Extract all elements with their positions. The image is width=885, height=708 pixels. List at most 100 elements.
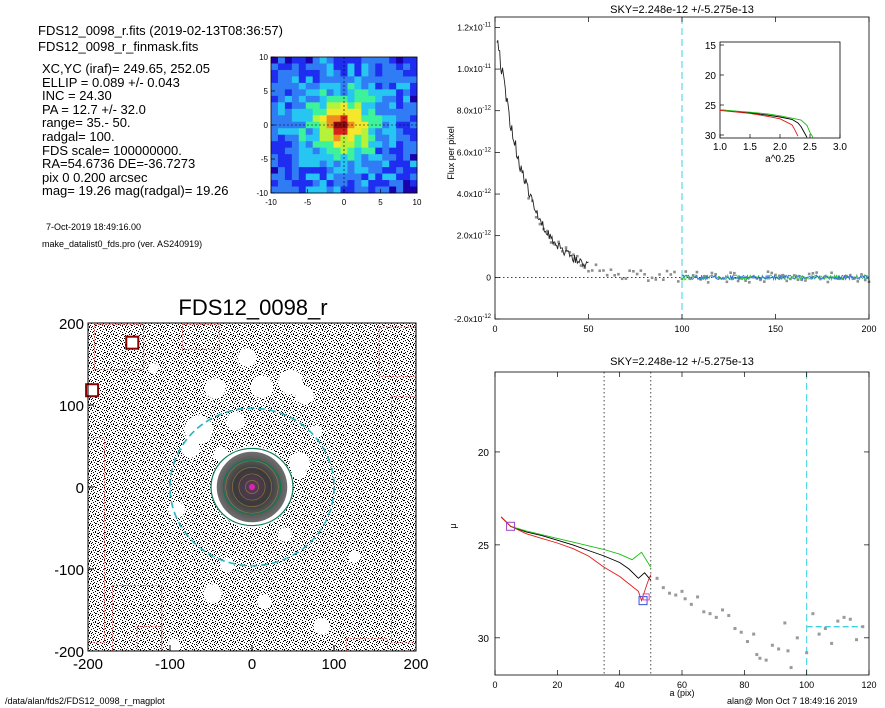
mu-data-point	[689, 602, 693, 606]
mu-data-point	[683, 597, 687, 601]
heatmap-cell	[368, 141, 376, 149]
heatmap-cell	[271, 63, 279, 71]
heatmap-cell	[326, 160, 334, 168]
heatmap-cell	[284, 95, 293, 103]
heatmap-cell	[403, 147, 411, 155]
heatmap-cell	[305, 95, 314, 103]
heatmap-cell	[389, 160, 397, 168]
heatmap-cell	[396, 57, 404, 64]
inset-x-tick-label: 2.0	[773, 142, 787, 153]
flux-data-point	[860, 273, 863, 276]
heatmap-cell	[333, 147, 341, 155]
heatmap-cell	[368, 57, 376, 64]
heatmap-cell	[271, 180, 279, 187]
heatmap-cell	[361, 89, 369, 97]
heatmap-cell	[319, 95, 328, 103]
mu-profile-panel: SKY=2.248e-12 +/-5.275e-13 a (pix) μ 0 20…	[448, 356, 877, 698]
heatmap-cell	[368, 102, 376, 110]
heatmap-cell	[396, 89, 404, 97]
heatmap-cell	[354, 57, 362, 64]
heatmap-cell	[382, 89, 390, 97]
heatmap-cell	[333, 69, 341, 77]
mu-data-point	[830, 641, 834, 645]
program-version: make_datalist0_fds.pro (ver. AS240919)	[42, 239, 203, 249]
heatmap-cell	[333, 154, 341, 162]
heatmap-cell	[319, 69, 328, 77]
param-center: XC,YC (iraf)= 249.65, 252.05	[42, 61, 211, 76]
mu-data-point	[696, 595, 700, 599]
heatmap-cell	[326, 186, 334, 194]
flux-data-point	[587, 269, 590, 273]
image-x-tick-label: 100	[321, 656, 346, 673]
heatmap-cell	[277, 180, 286, 187]
heatmap-cell	[284, 102, 293, 110]
mu-x-tick-label: 40	[615, 680, 625, 690]
heatmap-cell	[291, 180, 300, 187]
mu-data-point	[770, 643, 774, 647]
flux-data-point	[553, 243, 557, 246]
heatmap-cell	[277, 173, 286, 181]
heatmap-cell	[291, 102, 300, 110]
heatmap-cell	[347, 141, 355, 149]
heatmap-cell	[382, 134, 390, 142]
flux-data-point	[605, 273, 609, 277]
flux-x-tick-label: 100	[674, 324, 689, 334]
flux-data-point	[598, 269, 602, 273]
flux-data-point	[695, 270, 699, 274]
heatmap-cell	[389, 154, 397, 162]
mu-ylabel: μ	[448, 523, 458, 528]
heatmap-cell	[319, 160, 328, 168]
param-radgal: radgal= 100.	[42, 128, 115, 144]
heatmap-cell	[271, 102, 279, 110]
heatmap-cell	[305, 121, 314, 129]
file-title: FDS12_0098_r.fits (2019-02-13T08:36:57)	[38, 23, 283, 38]
flux-data-point	[561, 249, 564, 253]
heatmap-cell	[284, 108, 293, 116]
heatmap-cell	[333, 121, 341, 129]
heatmap-cell	[333, 95, 341, 103]
flux-y-tick-label: 1.0x10-11	[457, 64, 491, 74]
flux-data-point	[632, 269, 635, 273]
inset-x-tick-label: 1.5	[743, 142, 757, 153]
masked-star	[237, 348, 257, 367]
heatmap-cell	[305, 82, 314, 90]
boxed-star-marker	[125, 335, 140, 350]
mu-data-point	[764, 658, 768, 662]
flux-data-point	[684, 270, 688, 273]
mu-x-tick-label: 80	[739, 680, 749, 690]
heatmap-cell	[319, 115, 328, 123]
heatmap-cell	[319, 186, 328, 194]
flux-data-point	[863, 278, 867, 282]
flux-data-point	[609, 268, 613, 272]
heatmap-cell	[389, 82, 397, 90]
flux-data-point	[792, 274, 796, 277]
range-ellipse	[222, 459, 282, 515]
heatmap-cell	[403, 89, 411, 97]
heatmap-cell	[354, 160, 362, 168]
masked-star	[277, 527, 292, 542]
heatmap-cell	[410, 160, 418, 168]
heatmap-cell	[382, 180, 390, 187]
mu-xlabel: a (pix)	[669, 688, 694, 698]
run-date: 7-Oct-2019 18:49:16.00	[46, 222, 142, 232]
inset-series-line	[719, 109, 808, 138]
flux-data-point	[613, 274, 616, 277]
heatmap-cell	[361, 173, 369, 181]
heatmap-cell	[382, 82, 390, 90]
masked-star	[204, 378, 226, 399]
heatmap-cell	[396, 82, 404, 90]
flux-data-point	[688, 276, 691, 280]
heatmap-cell	[347, 108, 355, 116]
flux-data-point	[527, 197, 530, 200]
mu-data-point	[708, 612, 712, 616]
heatmap-cell	[347, 128, 355, 136]
heatmap-cell	[347, 57, 355, 64]
masked-star	[291, 465, 306, 480]
heatmap-cell	[284, 57, 293, 64]
mu-data-point	[714, 615, 718, 619]
galaxy-center-marker	[249, 484, 255, 490]
heatmap-cell	[271, 76, 279, 84]
heatmap-cell	[403, 63, 411, 71]
flux-data-point	[830, 271, 833, 275]
flux-data-point	[549, 241, 553, 244]
